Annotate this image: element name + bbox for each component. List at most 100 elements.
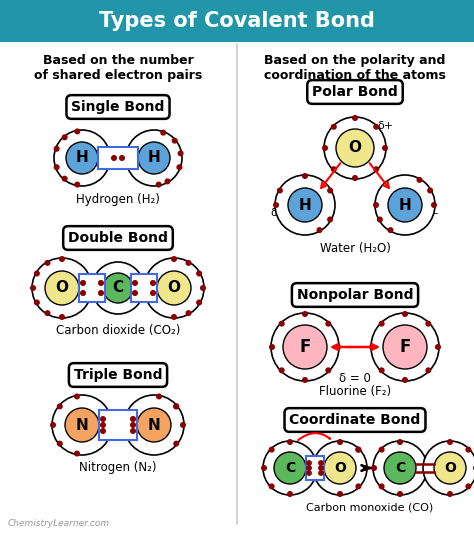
Circle shape: [403, 378, 407, 382]
Text: C: C: [285, 461, 295, 475]
Text: H: H: [399, 198, 411, 213]
Text: δ+: δ+: [377, 121, 393, 131]
Circle shape: [131, 417, 135, 421]
Circle shape: [172, 257, 176, 261]
Circle shape: [133, 281, 137, 285]
Circle shape: [426, 368, 431, 373]
Circle shape: [388, 228, 393, 232]
Circle shape: [138, 142, 170, 174]
Circle shape: [57, 441, 62, 446]
Circle shape: [112, 156, 116, 160]
Circle shape: [124, 395, 184, 455]
Text: δ–: δ–: [271, 208, 283, 218]
Circle shape: [100, 429, 105, 433]
Circle shape: [186, 311, 191, 316]
Circle shape: [283, 325, 327, 369]
Circle shape: [288, 439, 292, 444]
Text: Hydrogen (H₂): Hydrogen (H₂): [76, 193, 160, 206]
Text: Triple Bond: Triple Bond: [74, 368, 162, 382]
Text: N: N: [76, 418, 88, 433]
Circle shape: [131, 423, 135, 427]
Circle shape: [374, 124, 379, 129]
Circle shape: [383, 146, 387, 150]
Text: ChemistryLearner.com: ChemistryLearner.com: [8, 519, 110, 528]
Circle shape: [364, 466, 368, 470]
Circle shape: [81, 290, 85, 295]
Circle shape: [54, 130, 110, 186]
Circle shape: [60, 315, 64, 319]
Text: C: C: [112, 280, 124, 295]
Circle shape: [45, 311, 50, 316]
Circle shape: [331, 124, 336, 129]
Circle shape: [157, 271, 191, 305]
Circle shape: [52, 395, 112, 455]
Text: Based on the number
of shared electron pairs: Based on the number of shared electron p…: [34, 54, 202, 82]
Circle shape: [174, 441, 179, 446]
Text: Types of Covalent Bond: Types of Covalent Bond: [99, 11, 375, 31]
Circle shape: [423, 441, 474, 495]
Text: O: O: [444, 461, 456, 475]
Circle shape: [378, 217, 382, 222]
Text: Carbon monoxide (CO): Carbon monoxide (CO): [306, 502, 434, 512]
Text: Fluorine (F₂): Fluorine (F₂): [319, 385, 391, 398]
Circle shape: [144, 258, 204, 318]
Text: F: F: [299, 338, 310, 356]
Circle shape: [398, 492, 402, 496]
Circle shape: [173, 138, 177, 143]
FancyArrowPatch shape: [298, 433, 330, 440]
Circle shape: [197, 300, 201, 305]
Circle shape: [373, 441, 427, 495]
Circle shape: [201, 286, 205, 290]
Circle shape: [324, 117, 386, 179]
Circle shape: [65, 408, 99, 442]
Text: H: H: [147, 151, 160, 166]
Circle shape: [288, 492, 292, 496]
Circle shape: [372, 466, 376, 470]
Circle shape: [303, 312, 307, 316]
Circle shape: [448, 439, 452, 444]
Circle shape: [326, 321, 331, 326]
Circle shape: [174, 404, 179, 409]
Circle shape: [161, 130, 165, 135]
Text: Carbon dioxide (CO₂): Carbon dioxide (CO₂): [56, 324, 180, 337]
Circle shape: [356, 447, 361, 452]
Text: N: N: [147, 418, 160, 433]
Circle shape: [55, 146, 59, 151]
Circle shape: [288, 188, 322, 222]
Text: F: F: [399, 338, 410, 356]
Text: O: O: [348, 140, 362, 155]
Circle shape: [262, 466, 266, 470]
Circle shape: [165, 179, 170, 184]
Circle shape: [269, 447, 274, 452]
Circle shape: [324, 452, 356, 484]
Circle shape: [336, 345, 340, 349]
Circle shape: [178, 151, 183, 155]
Text: Water (H₂O): Water (H₂O): [319, 242, 391, 255]
Circle shape: [303, 378, 307, 382]
Circle shape: [371, 313, 439, 381]
Text: Polar Bond: Polar Bond: [312, 85, 398, 99]
Circle shape: [131, 429, 135, 433]
Circle shape: [31, 286, 35, 290]
Circle shape: [100, 423, 105, 427]
FancyBboxPatch shape: [0, 0, 474, 42]
Text: H: H: [76, 151, 88, 166]
Circle shape: [317, 228, 322, 232]
Circle shape: [466, 447, 471, 452]
Circle shape: [75, 182, 80, 187]
Circle shape: [269, 484, 274, 489]
Circle shape: [63, 176, 67, 181]
Circle shape: [356, 447, 361, 452]
Circle shape: [197, 271, 201, 276]
Circle shape: [137, 408, 171, 442]
Circle shape: [103, 273, 133, 303]
Circle shape: [45, 271, 79, 305]
Circle shape: [307, 466, 311, 470]
Circle shape: [51, 423, 55, 427]
Circle shape: [328, 188, 332, 193]
Circle shape: [370, 345, 374, 349]
Circle shape: [100, 417, 105, 421]
Circle shape: [271, 313, 339, 381]
Circle shape: [273, 203, 278, 207]
Circle shape: [35, 300, 39, 305]
